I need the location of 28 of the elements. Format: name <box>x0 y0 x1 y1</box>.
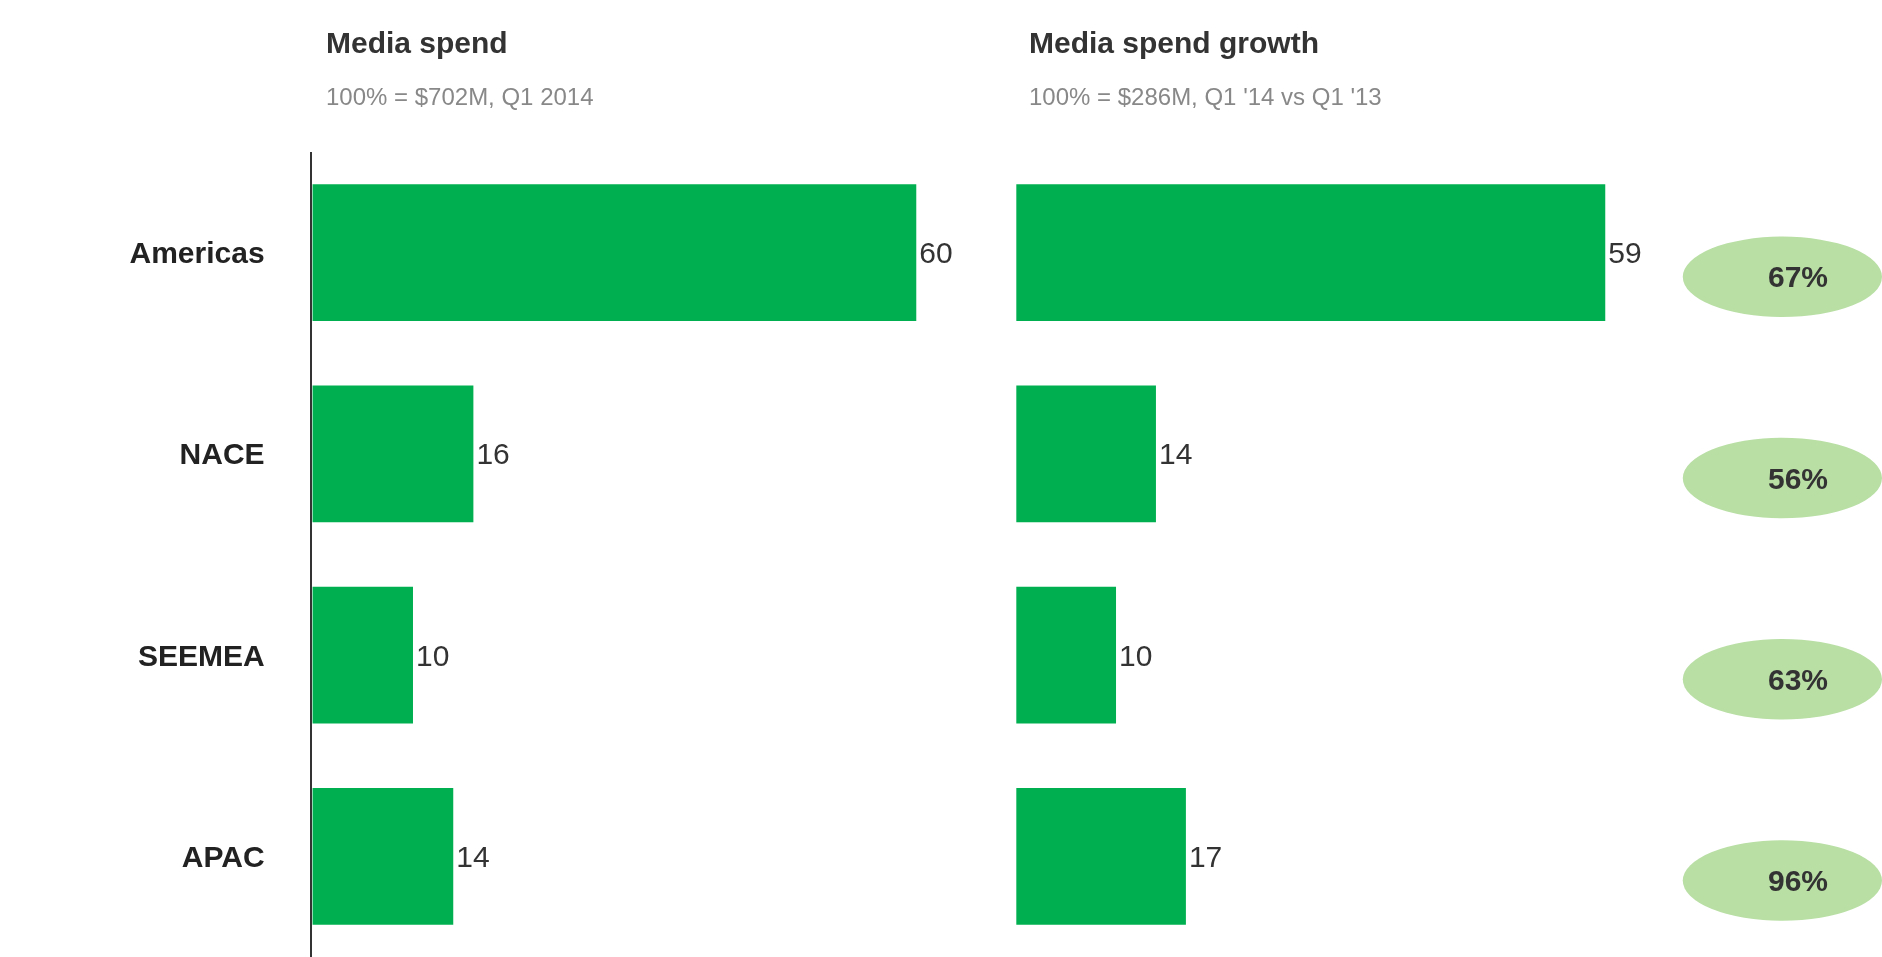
bar <box>1016 385 1156 523</box>
bar <box>312 787 454 925</box>
bar <box>312 385 474 523</box>
text: 56% <box>1768 462 1829 495</box>
text: 67% <box>1768 260 1829 293</box>
bar <box>1016 787 1186 925</box>
bar <box>1016 184 1606 322</box>
y-tick-label: NACE <box>179 437 265 471</box>
data-label: 17 <box>1188 839 1223 873</box>
data-label: 14 <box>1158 437 1193 471</box>
bar <box>312 184 917 322</box>
y-tick-label: Americas <box>129 236 265 270</box>
data-label: 60 <box>919 236 953 270</box>
data-label: 14 <box>456 839 490 873</box>
chart-title: Media spend growth <box>1029 26 1320 59</box>
chart-subtitle: 100% = $286M, Q1 '14 vs Q1 '13 <box>1029 83 1382 110</box>
bar <box>1016 586 1117 724</box>
chart-title: Media spend <box>326 26 508 59</box>
text: 96% <box>1768 864 1829 897</box>
data-label: 16 <box>476 437 510 471</box>
y-tick-label: APAC <box>181 839 265 873</box>
data-label: 10 <box>415 638 450 672</box>
y-tick-label: SEEMEA <box>137 638 265 672</box>
data-label: 10 <box>1119 638 1153 672</box>
text: 63% <box>1768 663 1829 696</box>
chart-subtitle: 100% = $702M, Q1 2014 <box>326 83 594 110</box>
bar <box>312 586 413 724</box>
data-label: 59 <box>1608 236 1642 270</box>
